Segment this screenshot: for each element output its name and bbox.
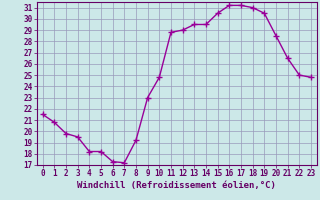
X-axis label: Windchill (Refroidissement éolien,°C): Windchill (Refroidissement éolien,°C) xyxy=(77,181,276,190)
